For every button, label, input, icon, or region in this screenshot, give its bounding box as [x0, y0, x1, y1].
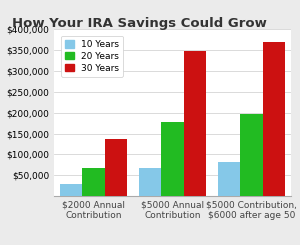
- Bar: [240, 114, 263, 196]
- Bar: [82, 168, 105, 196]
- Bar: [263, 42, 285, 196]
- Bar: [218, 162, 240, 196]
- Bar: [161, 122, 184, 196]
- Bar: [105, 138, 128, 196]
- Bar: [184, 51, 206, 196]
- Bar: [60, 184, 82, 196]
- Bar: [139, 168, 161, 196]
- Legend: 10 Years, 20 Years, 30 Years: 10 Years, 20 Years, 30 Years: [61, 36, 123, 77]
- Text: How Your IRA Savings Could Grow: How Your IRA Savings Could Grow: [12, 17, 267, 30]
